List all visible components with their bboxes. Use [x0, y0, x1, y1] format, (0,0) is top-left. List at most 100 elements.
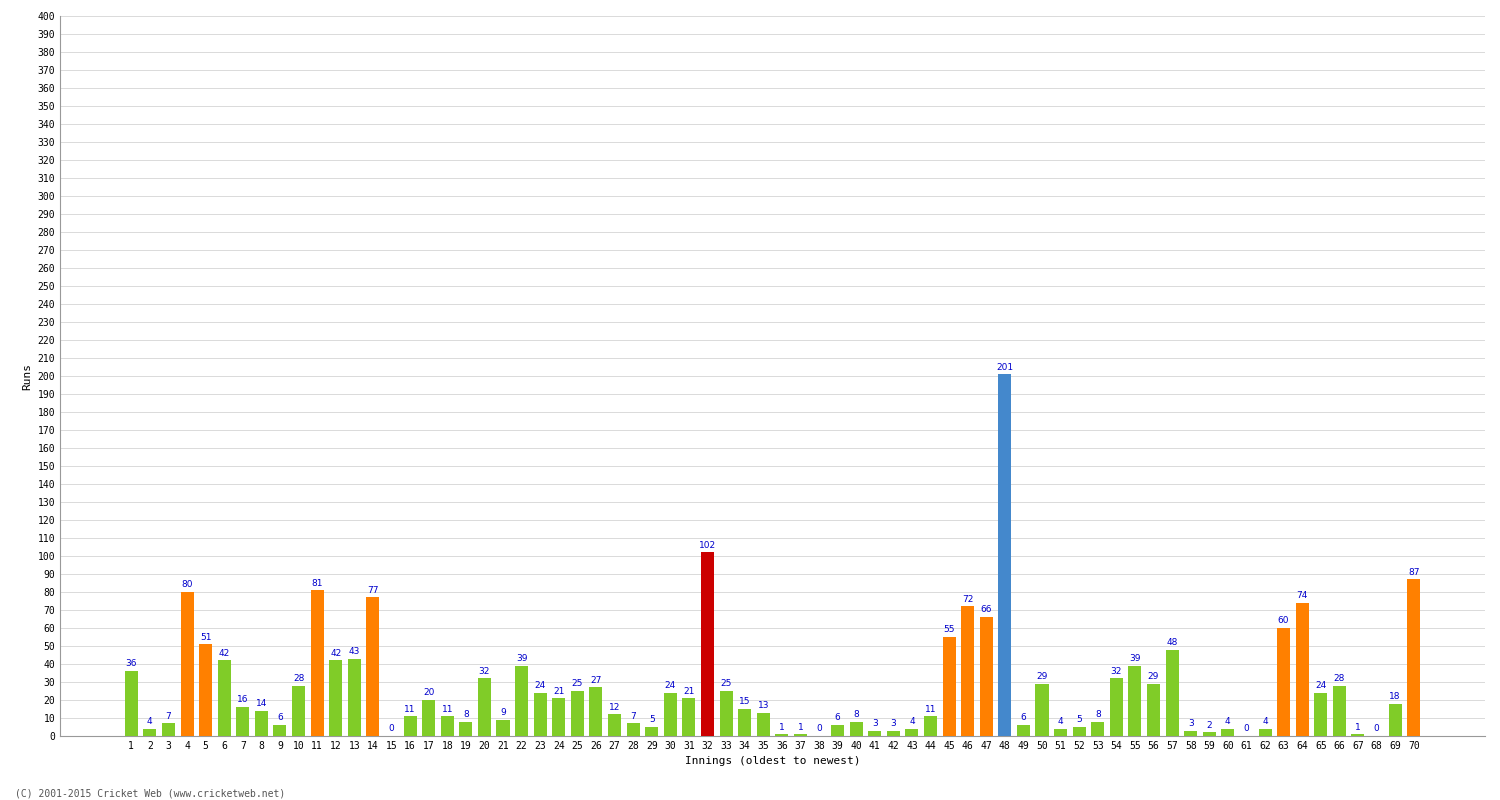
Bar [1184, 730, 1197, 736]
Text: 11: 11 [405, 705, 416, 714]
Text: 14: 14 [255, 699, 267, 708]
Text: 29: 29 [1036, 672, 1047, 681]
Text: 3: 3 [1188, 719, 1194, 728]
Text: 1: 1 [1354, 722, 1360, 731]
Bar [478, 678, 490, 736]
Text: 21: 21 [554, 686, 564, 695]
Bar [514, 666, 528, 736]
Bar [720, 691, 732, 736]
Bar [1407, 579, 1420, 736]
Bar [906, 729, 918, 736]
Text: 8: 8 [1095, 710, 1101, 719]
Text: 81: 81 [312, 578, 322, 587]
Bar [1334, 686, 1346, 736]
Text: 6: 6 [278, 714, 284, 722]
Text: 20: 20 [423, 688, 435, 698]
Text: 0: 0 [1244, 724, 1250, 734]
X-axis label: Innings (oldest to newest): Innings (oldest to newest) [684, 757, 861, 766]
Text: 66: 66 [981, 606, 992, 614]
Text: 3: 3 [871, 719, 877, 728]
Text: 13: 13 [758, 701, 770, 710]
Text: 8: 8 [853, 710, 859, 719]
Text: 2: 2 [1206, 721, 1212, 730]
Bar [700, 553, 714, 736]
Text: 1: 1 [798, 722, 804, 731]
Text: 80: 80 [182, 580, 194, 590]
Text: 42: 42 [330, 649, 342, 658]
Bar [124, 671, 138, 736]
Text: 72: 72 [962, 594, 974, 604]
Bar [1221, 729, 1234, 736]
Bar [886, 730, 900, 736]
Text: 51: 51 [200, 633, 211, 642]
Text: 39: 39 [516, 654, 528, 663]
Text: 7: 7 [630, 712, 636, 721]
Bar [1017, 726, 1031, 736]
Bar [496, 720, 510, 736]
Text: 4: 4 [1226, 717, 1230, 726]
Text: 4: 4 [1058, 717, 1064, 726]
Bar [1054, 729, 1066, 736]
Bar [237, 707, 249, 736]
Text: 77: 77 [368, 586, 378, 594]
Text: 12: 12 [609, 702, 619, 712]
Text: 43: 43 [348, 647, 360, 656]
Text: 74: 74 [1296, 591, 1308, 600]
Bar [459, 722, 472, 736]
Text: 11: 11 [924, 705, 936, 714]
Text: 5: 5 [650, 715, 654, 724]
Text: 24: 24 [534, 681, 546, 690]
Text: 32: 32 [1110, 666, 1122, 676]
Bar [348, 658, 361, 736]
Bar [552, 698, 566, 736]
Bar [292, 686, 304, 736]
Text: 29: 29 [1148, 672, 1160, 681]
Bar [1352, 734, 1365, 736]
Text: 36: 36 [126, 659, 136, 669]
Bar [1203, 733, 1216, 736]
Text: 24: 24 [1316, 681, 1326, 690]
Text: 6: 6 [1020, 714, 1026, 722]
Bar [776, 734, 789, 736]
Bar [645, 727, 658, 736]
Text: 15: 15 [740, 698, 750, 706]
Bar [1035, 684, 1048, 736]
Bar [180, 592, 194, 736]
Text: 21: 21 [682, 686, 694, 695]
Bar [608, 714, 621, 736]
Bar [627, 723, 639, 736]
Bar [1166, 650, 1179, 736]
Text: 7: 7 [165, 712, 171, 721]
Bar [756, 713, 770, 736]
Text: 55: 55 [944, 626, 956, 634]
Bar [310, 590, 324, 736]
Bar [1296, 603, 1308, 736]
Text: (C) 2001-2015 Cricket Web (www.cricketweb.net): (C) 2001-2015 Cricket Web (www.cricketwe… [15, 788, 285, 798]
Bar [144, 729, 156, 736]
Bar [999, 374, 1011, 736]
Text: 24: 24 [664, 681, 676, 690]
Bar [200, 644, 211, 736]
Text: 8: 8 [464, 710, 468, 719]
Bar [217, 661, 231, 736]
Bar [534, 693, 546, 736]
Bar [794, 734, 807, 736]
Bar [1072, 727, 1086, 736]
Bar [273, 726, 286, 736]
Bar [1258, 729, 1272, 736]
Bar [924, 716, 938, 736]
Text: 102: 102 [699, 541, 715, 550]
Y-axis label: Runs: Runs [22, 362, 32, 390]
Text: 0: 0 [816, 724, 822, 734]
Bar [404, 716, 417, 736]
Bar [682, 698, 696, 736]
Text: 4: 4 [1262, 717, 1268, 726]
Text: 60: 60 [1278, 616, 1290, 626]
Text: 18: 18 [1389, 692, 1401, 701]
Text: 48: 48 [1167, 638, 1178, 647]
Bar [664, 693, 676, 736]
Text: 3: 3 [891, 719, 896, 728]
Bar [831, 726, 844, 736]
Text: 32: 32 [478, 666, 490, 676]
Text: 11: 11 [441, 705, 453, 714]
